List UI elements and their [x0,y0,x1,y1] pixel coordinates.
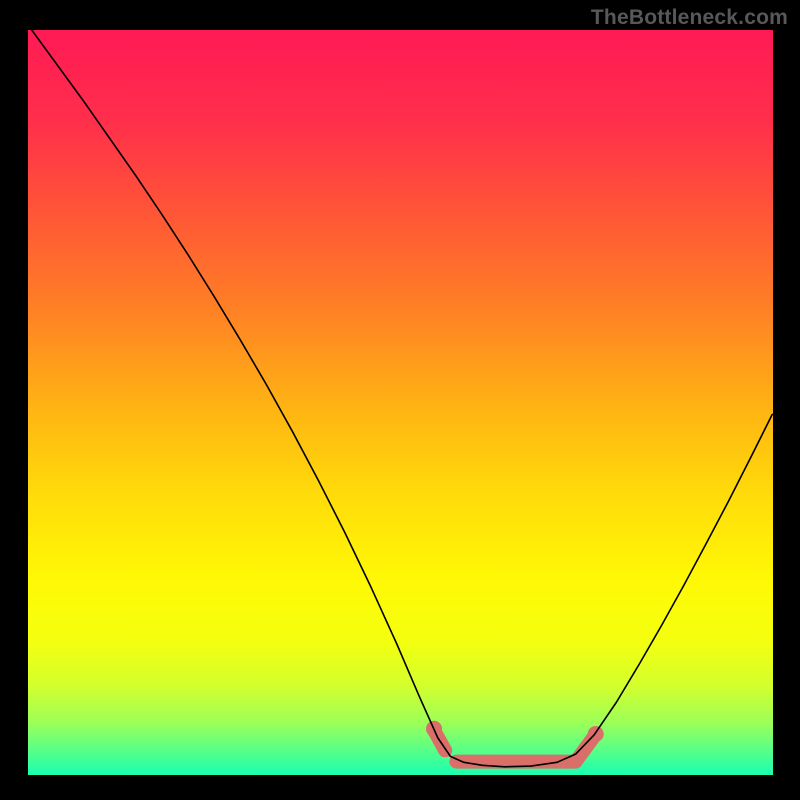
main-curve [32,30,773,767]
bottom-accent-group [426,721,604,762]
curve-layer [0,0,800,800]
figure-canvas: TheBottleneck.com [0,0,800,800]
